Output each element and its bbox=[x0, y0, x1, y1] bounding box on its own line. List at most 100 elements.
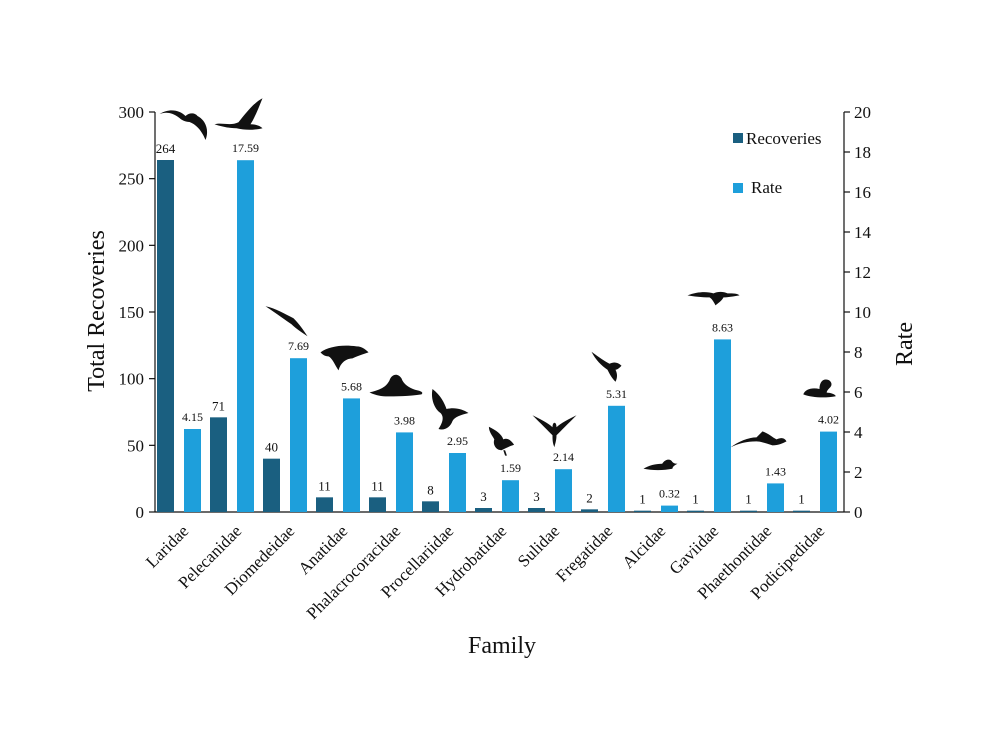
left-axis-ticks: 0 50 100 150 200 250 300 bbox=[119, 103, 155, 522]
petrel-silhouette-icon bbox=[431, 389, 469, 430]
recoveries-data-label: 264 bbox=[156, 141, 176, 156]
rate-bar bbox=[237, 160, 254, 512]
right-tick-label: 10 bbox=[854, 303, 871, 322]
category-label: Phalacrocoracidae bbox=[303, 521, 405, 623]
rate-data-label: 5.31 bbox=[606, 387, 627, 401]
rate-data-label: 17.59 bbox=[232, 141, 259, 155]
rate-data-label: 5.68 bbox=[341, 379, 362, 393]
legend-label-recoveries: Recoveries bbox=[746, 129, 822, 148]
recoveries-bar bbox=[316, 497, 333, 512]
left-tick-label: 300 bbox=[119, 103, 145, 122]
rate-data-label: 8.63 bbox=[712, 320, 733, 334]
storm-petrel-silhouette-icon bbox=[488, 426, 515, 456]
right-tick-label: 0 bbox=[854, 503, 863, 522]
left-tick-label: 200 bbox=[119, 236, 145, 255]
y2-axis-title: Rate bbox=[892, 322, 918, 366]
rate-data-label: 7.69 bbox=[288, 339, 309, 353]
recoveries-data-label: 8 bbox=[427, 482, 434, 497]
recoveries-data-label: 11 bbox=[318, 478, 331, 493]
rate-data-label: 2.95 bbox=[447, 434, 468, 448]
right-tick-label: 12 bbox=[854, 263, 871, 282]
x-axis-title: Family bbox=[468, 633, 536, 659]
category-label: Laridae bbox=[142, 521, 192, 571]
rate-bar bbox=[184, 429, 201, 512]
loon-silhouette-icon bbox=[687, 291, 740, 306]
right-tick-label: 4 bbox=[854, 423, 863, 442]
right-tick-label: 18 bbox=[854, 143, 871, 162]
recoveries-bar bbox=[157, 160, 174, 512]
recoveries-data-label: 2 bbox=[586, 490, 593, 505]
right-tick-label: 2 bbox=[854, 463, 863, 482]
left-tick-label: 0 bbox=[136, 503, 145, 522]
rate-bar bbox=[714, 339, 731, 512]
legend-swatch-recoveries bbox=[733, 133, 743, 143]
frigatebird-silhouette-icon bbox=[591, 351, 622, 382]
recoveries-bar bbox=[634, 510, 651, 512]
rate-bar bbox=[608, 405, 625, 512]
albatross-silhouette-icon bbox=[265, 306, 308, 337]
recoveries-data-label: 1 bbox=[639, 492, 646, 507]
booby-silhouette-icon bbox=[532, 415, 577, 448]
left-tick-label: 100 bbox=[119, 370, 145, 389]
recoveries-bar bbox=[422, 501, 439, 512]
cormorant-silhouette-icon bbox=[369, 374, 423, 397]
rate-bar bbox=[502, 480, 519, 512]
left-tick-label: 50 bbox=[127, 436, 144, 455]
grebe-silhouette-icon bbox=[803, 379, 836, 398]
silhouettes-group bbox=[159, 98, 836, 471]
legend-label-rate: Rate bbox=[751, 178, 782, 197]
rate-bar bbox=[396, 432, 413, 512]
category-label: Alcidae bbox=[619, 521, 670, 572]
bars-group bbox=[157, 160, 837, 512]
left-tick-label: 150 bbox=[119, 303, 145, 322]
legend-swatch-rate bbox=[733, 183, 743, 193]
rate-data-label: 0.32 bbox=[659, 487, 680, 501]
rate-bar bbox=[343, 398, 360, 512]
recoveries-data-label: 3 bbox=[533, 489, 540, 504]
right-tick-label: 8 bbox=[854, 343, 863, 362]
recoveries-bar bbox=[740, 510, 757, 512]
rate-data-label: 1.43 bbox=[765, 464, 786, 478]
recoveries-bar bbox=[528, 508, 545, 512]
recoveries-data-label: 1 bbox=[745, 492, 752, 507]
rate-bar bbox=[767, 483, 784, 512]
recoveries-bar bbox=[263, 458, 280, 512]
rate-bar bbox=[820, 431, 837, 512]
y-axis-title: Total Recoveries bbox=[84, 230, 110, 392]
recoveries-data-label: 11 bbox=[371, 478, 384, 493]
rate-bar bbox=[449, 453, 466, 512]
right-tick-label: 14 bbox=[854, 223, 872, 242]
legend: Recoveries Rate bbox=[733, 129, 822, 197]
recoveries-data-label: 1 bbox=[692, 492, 699, 507]
recoveries-bar bbox=[369, 497, 386, 512]
category-label: Sulidae bbox=[514, 521, 563, 570]
right-axis-ticks: 0 2 4 6 8 10 12 14 16 18 20 bbox=[844, 103, 872, 522]
rate-data-label: 3.98 bbox=[394, 413, 415, 427]
recoveries-bar bbox=[687, 510, 704, 512]
pelican-silhouette-icon bbox=[214, 98, 263, 130]
recoveries-data-label: 1 bbox=[798, 492, 805, 507]
recoveries-data-label: 71 bbox=[212, 398, 225, 413]
axes-group bbox=[154, 112, 845, 513]
rate-data-label: 4.02 bbox=[818, 413, 839, 427]
rate-data-label: 4.15 bbox=[182, 410, 203, 424]
rate-bar bbox=[555, 469, 572, 512]
left-tick-label: 250 bbox=[119, 170, 145, 189]
rate-bar bbox=[661, 505, 678, 512]
gull-silhouette-icon bbox=[159, 110, 208, 140]
recoveries-data-label: 3 bbox=[480, 489, 487, 504]
rate-data-label: 2.14 bbox=[553, 450, 574, 464]
category-label: Fregatidae bbox=[552, 521, 616, 585]
rate-bar bbox=[290, 358, 307, 512]
recoveries-bar bbox=[793, 510, 810, 512]
duck-silhouette-icon bbox=[320, 345, 369, 371]
auk-silhouette-icon bbox=[643, 459, 678, 471]
recoveries-bar bbox=[475, 508, 492, 512]
recoveries-bar bbox=[581, 509, 598, 512]
recoveries-data-label: 40 bbox=[265, 440, 278, 455]
recoveries-bar bbox=[210, 417, 227, 512]
category-labels-group: LaridaePelecanidaeDiomedeidaeAnatidaePha… bbox=[142, 521, 828, 623]
tropicbird-silhouette-icon bbox=[730, 431, 787, 448]
